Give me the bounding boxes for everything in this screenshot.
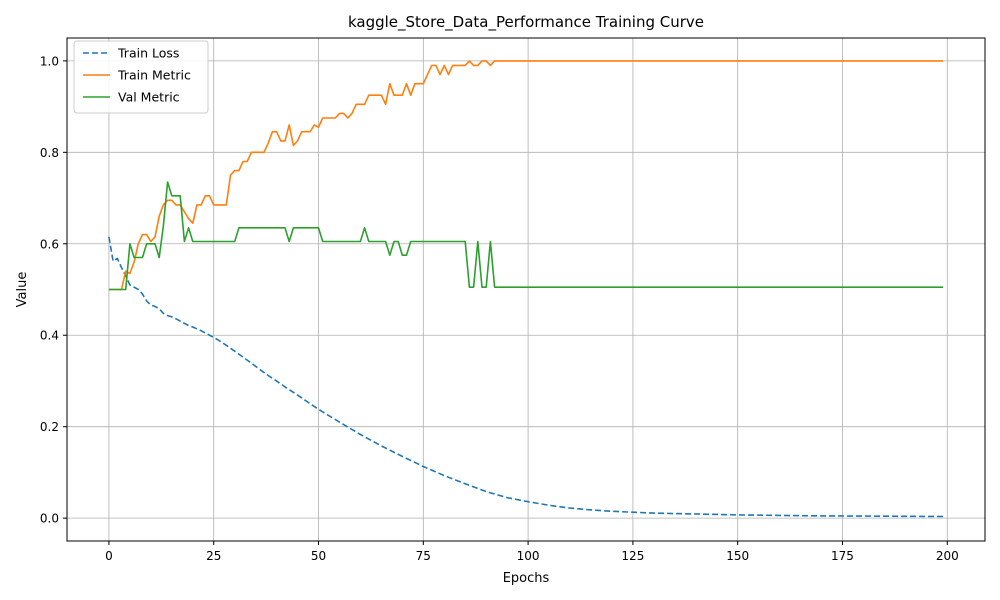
chart-title: kaggle_Store_Data_Performance Training C… (348, 13, 704, 32)
x-tick-label: 175 (831, 549, 854, 563)
legend-box (73, 40, 209, 114)
y-tick-label: 1.0 (40, 54, 59, 68)
legend-label: Train Metric (117, 68, 191, 83)
x-tick-label: 125 (621, 549, 644, 563)
legend-label: Train Loss (117, 46, 179, 61)
x-tick-label: 100 (517, 549, 540, 563)
series-line-train-loss (108, 236, 944, 518)
legend-label: Val Metric (118, 90, 180, 105)
y-axis-ticks: 0.0 0.2 0.4 0.6 0.8 1.0 (40, 54, 67, 526)
y-tick-label: 0.2 (40, 420, 59, 434)
y-tick-label: 0.8 (40, 146, 59, 160)
x-tick-label: 50 (311, 549, 326, 563)
series-layer (108, 60, 944, 518)
x-axis-label: Epochs (503, 571, 550, 586)
series-line-val-metric (108, 181, 944, 291)
grid (67, 38, 985, 541)
x-tick-label: 200 (936, 549, 959, 563)
y-tick-label: 0.6 (40, 237, 59, 251)
y-tick-label: 0.4 (40, 329, 59, 343)
plot-frame (66, 37, 986, 542)
series-line-train-metric (108, 60, 944, 291)
x-tick-label: 75 (416, 549, 431, 563)
x-axis-ticks: 0 25 50 75 100 125 150 175 200 (105, 541, 959, 563)
y-tick-label: 0.0 (40, 512, 59, 526)
x-tick-label: 0 (105, 549, 113, 563)
y-axis-label: Value (15, 272, 30, 308)
x-tick-label: 150 (726, 549, 749, 563)
x-tick-label: 25 (206, 549, 221, 563)
legend: Train Loss Train Metric Val Metric (73, 40, 209, 114)
